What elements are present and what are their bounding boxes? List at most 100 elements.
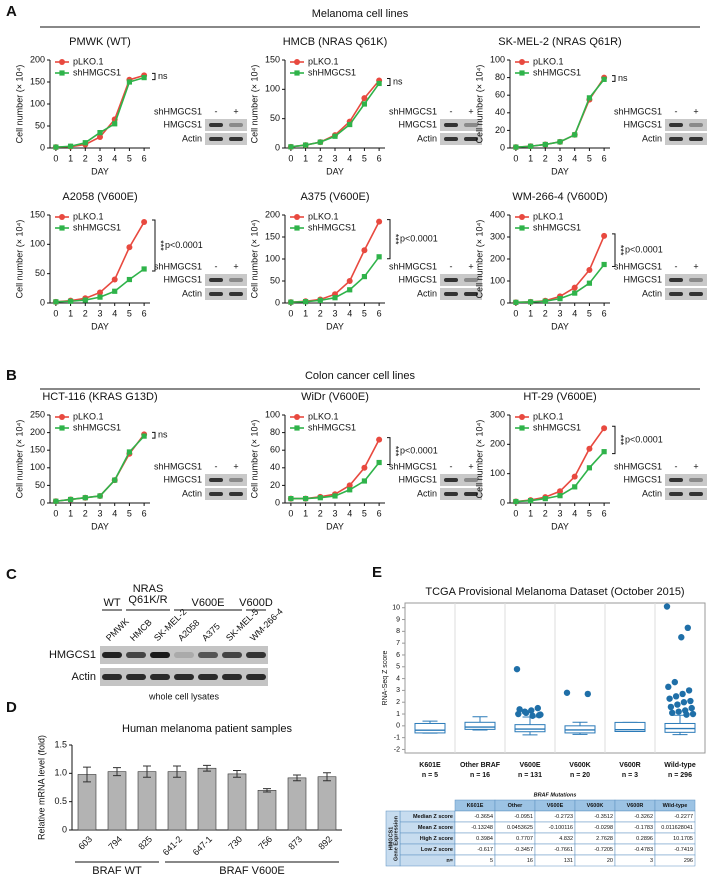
legend-label: shHMGCS1 [533,67,581,77]
legend-marker [294,214,300,220]
outlier [563,689,571,696]
data-point [332,133,338,139]
group-label: WT [103,597,120,609]
table-cell-text: -0.617 [477,847,493,853]
annotation: ns [158,430,168,440]
box [614,721,646,733]
row-label: Actin [72,671,96,683]
data-point [126,79,133,85]
y-tick-label: 0.5 [54,796,67,806]
x-tick-label: V600R [619,762,640,769]
y-tick-label: 1.0 [54,768,67,778]
outlier [665,683,672,691]
x-tick-label: 6 [602,308,607,318]
legend-label: shHMGCS1 [308,422,356,432]
blot-band [464,137,478,141]
blot-band [222,652,242,658]
table-cell-text: -0.3262 [634,814,653,820]
blot-band [209,123,223,127]
data-point [67,496,74,503]
inset-lane: + [233,261,238,271]
blot-band [229,492,243,496]
bar [287,777,307,831]
data-point [347,487,353,493]
inset-row-label: HMGCS1 [398,119,437,129]
blot-band [229,137,243,141]
blot-band [669,292,683,296]
bar [107,771,127,831]
x-tick-label: 4 [347,508,352,518]
table-cell-text: 131 [564,858,573,864]
y-tick-label: 100 [30,98,45,108]
x-tick-label: 4 [572,153,577,163]
inset-title: shHMGCS1 [154,106,202,116]
table-cell-text: 296 [684,858,693,864]
x-tick-label: 4 [112,508,117,518]
outlier [689,710,697,718]
x-axis-label: DAY [551,321,569,331]
data-point [112,477,118,483]
data-point [542,141,548,148]
y-tick-label: 0 [275,497,280,507]
data-point [571,473,578,480]
inset-row-label: HMGCS1 [623,119,662,129]
y-tick-label: 0 [275,297,280,307]
outlier [667,703,675,711]
data-point [571,284,578,291]
y-axis-label: Cell number (× 10⁴) [474,220,484,299]
blot-strip [665,133,707,145]
blot-band [444,278,458,282]
data-point [317,139,323,145]
inset-row-label: HMGCS1 [623,474,662,484]
x-axis-label: DAY [326,321,344,331]
data-point [126,244,133,251]
inset-row-label: Actin [642,133,662,143]
data-point [572,290,578,296]
data-point [376,436,383,443]
table-cell-text: -0.0951 [514,814,533,820]
blot-band [229,278,243,282]
blot-band [209,492,223,496]
data-point [288,299,294,305]
outlier [672,693,680,700]
data-point [527,143,534,149]
box [414,722,446,734]
inset-row-label: HMGCS1 [398,474,437,484]
outlier [687,697,694,705]
inset-row-label: Actin [182,288,202,298]
table-cell-text: 0.011628041 [661,825,693,831]
table-side-cell [385,810,401,867]
bar [317,776,337,831]
y-tick-label: 150 [265,54,280,64]
table-cell-text: 16 [527,858,533,864]
error-bar [263,788,271,793]
p-value: p<0.0001 [165,240,203,250]
legend-label: shHMGCS1 [73,422,121,432]
inset-row-label: HMGCS1 [398,274,437,284]
blot-strip [205,274,247,286]
y-tick-label: 150 [30,209,45,219]
legend-marker [294,425,300,431]
y-tick-label: 100 [265,84,280,94]
inset-lane: + [233,106,238,116]
blot-band [102,652,122,658]
table-row-header: Mean Z score [418,825,453,831]
y-tick-label: 2 [396,699,400,706]
inset-lane: - [215,106,218,116]
chart-title: TCGA Provisional Melanoma Dataset (Octob… [425,586,684,598]
blot-band [198,652,218,658]
x-tick-label: 5 [127,308,132,318]
table-cell-text: 0.2896 [636,836,653,842]
data-point [513,144,519,150]
data-point [67,143,74,149]
outlier [680,699,688,706]
whisker [572,721,588,735]
x-axis-label: DAY [551,521,569,531]
inset-row-label: HMGCS1 [623,274,662,284]
y-tick-label: 100 [30,239,45,249]
outlier [537,711,544,718]
blot-band [444,123,458,127]
y-tick-label: 1.5 [54,739,67,749]
blot-band [102,674,122,680]
y-tick-label: 100 [490,54,505,64]
